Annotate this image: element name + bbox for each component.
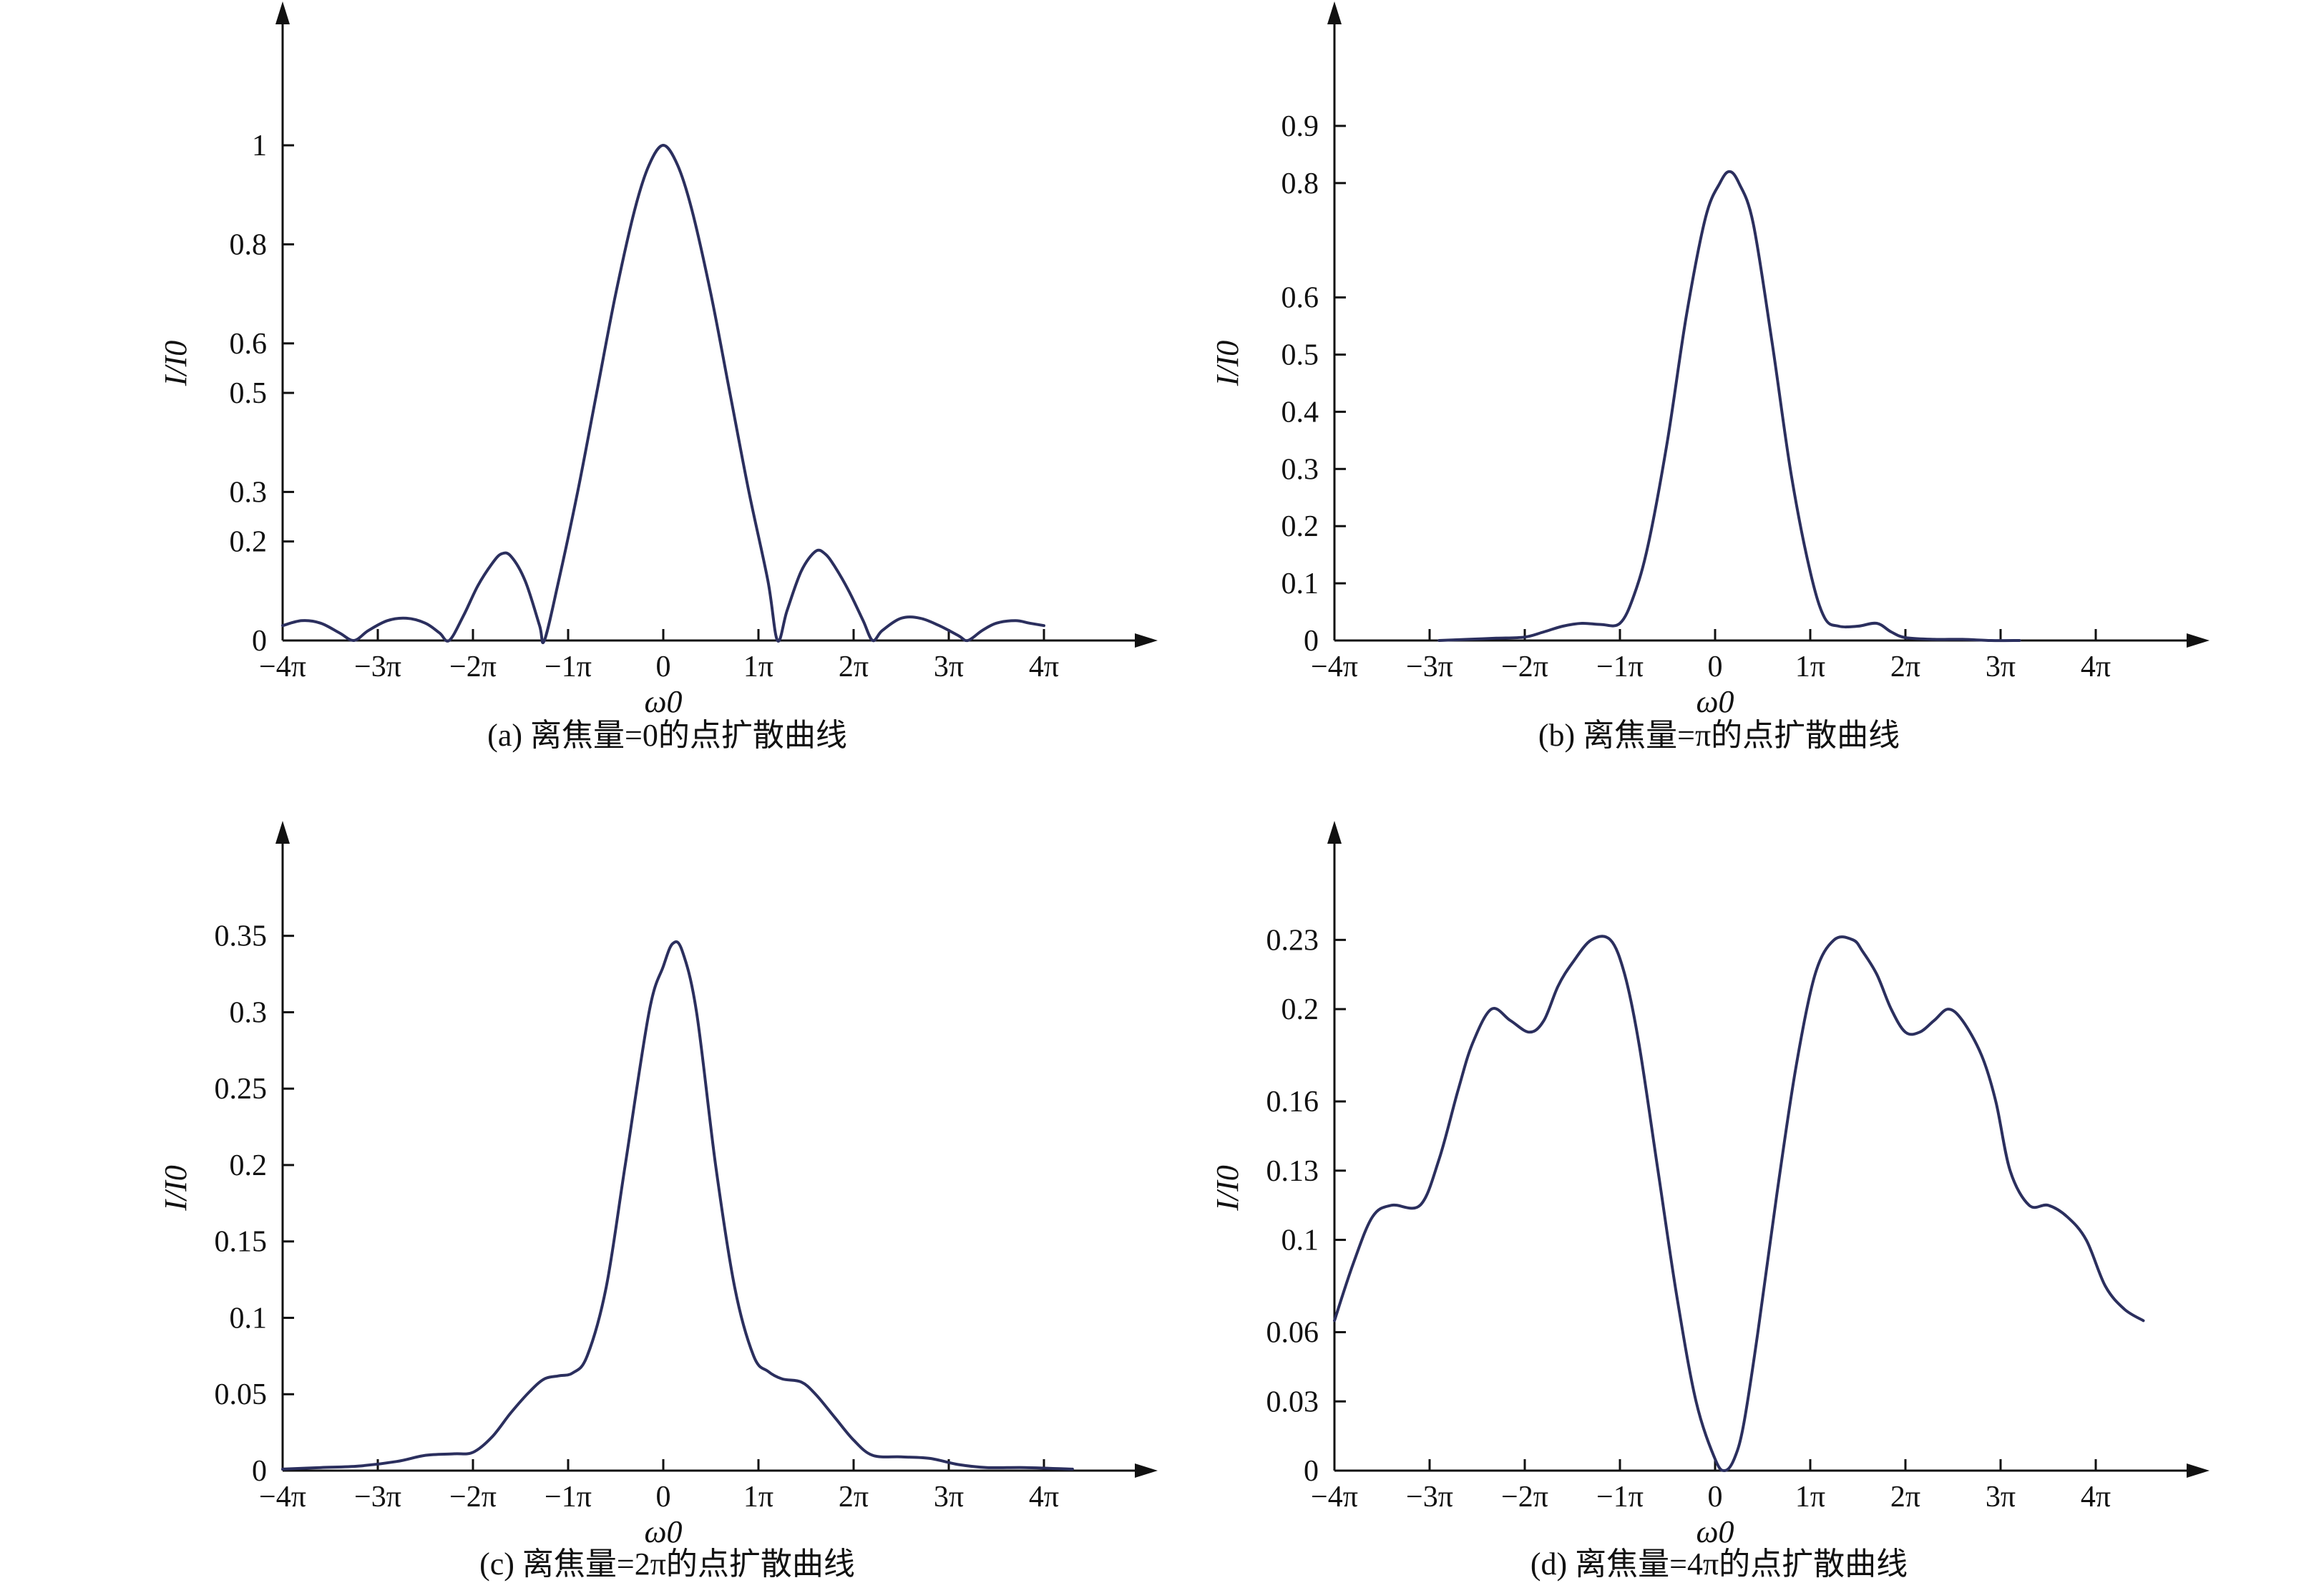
x-tick-label: 1π (743, 651, 773, 683)
panel-d: −4π −3π −2π −1π 0 1π 2π 3π 4π 0 0.03 0.06 0.1 0.13 0.1… (1210, 821, 2210, 1582)
y-tick-label: 0.03 (1266, 1385, 1319, 1418)
x-tick-label: 4π (2081, 1481, 2111, 1514)
x-tick-label: −3π (354, 1481, 401, 1514)
y-tick-label: 0.4 (1281, 396, 1319, 429)
panel-caption: (c) 离焦量=2π的点扩散曲线 (479, 1546, 855, 1582)
x-tick-label: −3π (354, 651, 401, 683)
x-tick-label: 1π (1795, 651, 1825, 683)
y-tick-label: 0.35 (215, 920, 268, 953)
y-axis-label: I/I0 (158, 341, 193, 387)
y-tick-label: 1 (252, 130, 267, 162)
y-tick-label: 0.5 (230, 377, 268, 410)
y-axis-arrow (1327, 1, 1342, 24)
series-line (1333, 935, 2145, 1472)
x-tick-label: 3π (934, 651, 964, 683)
y-tick-label: 0 (252, 1455, 267, 1488)
x-tick-label: 1π (1795, 1481, 1825, 1514)
y-tick-label: 0.15 (215, 1226, 268, 1259)
x-tick-label: −4π (259, 651, 306, 683)
y-tick-label: 0.2 (230, 526, 268, 559)
x-tick-label: 3π (934, 1481, 964, 1514)
y-tick-label: 0 (1304, 625, 1319, 658)
x-tick-label: 1π (743, 1481, 773, 1514)
y-axis-label: I/I0 (1210, 341, 1245, 387)
x-tick-label: 3π (1986, 651, 2016, 683)
y-tick-label: 0.23 (1266, 924, 1319, 957)
y-tick-label: 0.3 (230, 476, 268, 509)
y-tick-label: 0.2 (1281, 510, 1319, 543)
panel-caption: (b) 离焦量=π的点扩散曲线 (1538, 718, 1900, 753)
x-tick-label: 2π (839, 651, 869, 683)
y-axis-label: I/I0 (158, 1165, 193, 1212)
x-tick-label: 4π (2081, 651, 2111, 683)
y-tick-label: 0.1 (230, 1302, 268, 1335)
panel-a: −4π −3π −2π −1π 0 1π 2π 3π 4π 0 0.2 0.3 0.5 0.6 0.8 1 ω0… (158, 1, 1158, 753)
x-tick-label: 2π (1890, 651, 1920, 683)
x-tick-label: −3π (1406, 651, 1453, 683)
panel-c: −4π −3π −2π −1π 0 1π 2π 3π 4π 0 0.05 0.1 0.15 0.2 0.25… (158, 821, 1158, 1582)
x-axis-arrow (1135, 1463, 1158, 1478)
x-axis-label: ω0 (1696, 1514, 1734, 1549)
y-axis-arrow (1327, 821, 1342, 844)
x-tick-label: −2π (449, 651, 497, 683)
x-tick-label: −2π (1501, 1481, 1548, 1514)
x-tick-label: −2π (1501, 651, 1548, 683)
series-line (281, 144, 1045, 645)
x-tick-label: 4π (1029, 1481, 1059, 1514)
y-tick-label: 0.2 (230, 1149, 268, 1182)
y-tick-label: 0.25 (215, 1073, 268, 1106)
y-tick-label: 0.2 (1281, 993, 1319, 1026)
y-tick-label: 0.5 (1281, 339, 1319, 372)
y-tick-label: 0 (252, 625, 267, 658)
x-tick-label: −3π (1406, 1481, 1453, 1514)
x-tick-label: −4π (1311, 651, 1358, 683)
y-tick-label: 0.6 (230, 328, 268, 361)
x-axis-arrow (2187, 633, 2210, 648)
x-tick-label: 3π (1986, 1481, 2016, 1514)
y-tick-label: 0.06 (1266, 1317, 1319, 1350)
panel-caption: (a) 离焦量=0的点扩散曲线 (487, 718, 847, 753)
y-tick-label: 0.16 (1266, 1086, 1319, 1119)
y-tick-label: 0.3 (1281, 453, 1319, 486)
x-tick-label: 2π (1890, 1481, 1920, 1514)
x-axis-arrow (1135, 633, 1158, 648)
y-axis-arrow (275, 821, 290, 844)
x-axis-label: ω0 (644, 684, 682, 719)
y-tick-label: 0.1 (1281, 1224, 1319, 1257)
y-axis-label: I/I0 (1210, 1165, 1245, 1212)
y-tick-label: 0.13 (1266, 1155, 1319, 1188)
series-line (281, 940, 1074, 1471)
x-tick-label: −1π (1596, 651, 1644, 683)
x-tick-label: 4π (1029, 651, 1059, 683)
x-tick-label: −1π (1596, 1481, 1644, 1514)
x-tick-label: −2π (449, 1481, 497, 1514)
y-tick-label: 0 (1304, 1455, 1319, 1488)
series-line (1437, 170, 2021, 643)
panel-caption: (d) 离焦量=4π的点扩散曲线 (1530, 1546, 1908, 1582)
x-axis-arrow (2187, 1463, 2210, 1478)
x-tick-label: −1π (545, 651, 592, 683)
y-tick-label: 0.8 (230, 228, 268, 261)
y-tick-label: 0.8 (1281, 167, 1319, 200)
y-tick-label: 0.9 (1281, 110, 1319, 143)
x-tick-label: 0 (1708, 651, 1723, 683)
y-tick-label: 0.6 (1281, 282, 1319, 315)
y-tick-label: 0.3 (230, 996, 268, 1029)
x-tick-label: 0 (656, 651, 671, 683)
x-tick-label: −4π (1311, 1481, 1358, 1514)
x-tick-label: 0 (1708, 1481, 1723, 1514)
x-tick-label: 2π (839, 1481, 869, 1514)
panel-b: −4π −3π −2π −1π 0 1π 2π 3π 4π 0 0.1 0.2 0.3 0.4 0.5 0.6… (1210, 1, 2210, 753)
x-tick-label: −4π (259, 1481, 306, 1514)
y-tick-label: 0.05 (215, 1378, 268, 1411)
x-tick-label: −1π (545, 1481, 592, 1514)
x-axis-label: ω0 (1696, 684, 1734, 719)
y-tick-label: 0.1 (1281, 567, 1319, 600)
x-axis-label: ω0 (644, 1514, 682, 1549)
x-tick-label: 0 (656, 1481, 671, 1514)
y-axis-arrow (275, 1, 290, 24)
